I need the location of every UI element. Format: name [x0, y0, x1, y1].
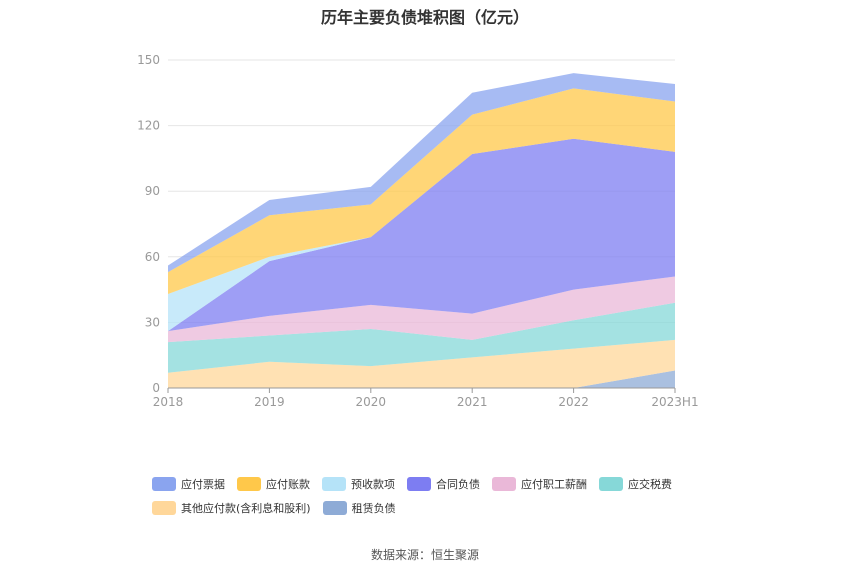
legend-item[interactable]: 租赁负债: [322, 500, 396, 516]
legend-swatch: [322, 477, 346, 491]
y-tick-label: 90: [145, 184, 160, 198]
legend-label: 合同负债: [436, 478, 480, 491]
y-tick-label: 60: [145, 250, 160, 264]
legend-item[interactable]: 应交税费: [599, 476, 672, 492]
area-series: [168, 73, 675, 273]
legend-item[interactable]: 预收款项: [322, 476, 395, 492]
area-series: [168, 138, 675, 332]
legend-item[interactable]: 应付职工薪酬: [492, 476, 587, 492]
legend-swatch: [407, 477, 431, 491]
legend-swatch: [152, 477, 176, 491]
area-series: [168, 370, 675, 388]
x-tick-label: 2018: [153, 395, 184, 409]
area-series: [168, 302, 675, 373]
chart-title: 历年主要负债堆积图（亿元）: [320, 8, 529, 27]
x-tick-label: 2019: [254, 395, 285, 409]
y-tick-label: 30: [145, 315, 160, 329]
legend-row-2: 其他应付款(含利息和股利) 租赁负债: [152, 496, 712, 520]
chart-legend: 应付票据 应付账款 预收款项 合同负债 应付职工薪酬 应交税费 其他应付款(含利…: [152, 472, 712, 520]
area-series: [168, 339, 675, 388]
x-tick-label: 2023H1: [651, 395, 698, 409]
x-tick-label: 2022: [558, 395, 589, 409]
legend-label: 其他应付款(含利息和股利): [181, 502, 311, 515]
legend-item[interactable]: 应付账款: [237, 476, 310, 492]
y-tick-label: 120: [137, 119, 160, 133]
x-tick-label: 2021: [457, 395, 488, 409]
legend-item[interactable]: 其他应付款(含利息和股利): [152, 500, 311, 516]
legend-item[interactable]: 合同负债: [407, 476, 480, 492]
legend-row-1: 应付票据 应付账款 预收款项 合同负债 应付职工薪酬 应交税费: [152, 472, 712, 496]
legend-swatch: [322, 501, 347, 515]
legend-label: 租赁负债: [351, 502, 396, 515]
legend-label: 应付票据: [181, 478, 225, 491]
y-tick-label: 0: [152, 381, 160, 395]
legend-label: 应付账款: [266, 478, 310, 491]
legend-item[interactable]: 应付票据: [152, 476, 225, 492]
legend-swatch: [492, 477, 516, 491]
x-tick-label: 2020: [356, 395, 387, 409]
legend-swatch: [599, 477, 623, 491]
legend-swatch: [152, 501, 176, 515]
legend-label: 预收款项: [351, 478, 395, 491]
legend-label: 应交税费: [628, 478, 672, 491]
area-series: [168, 88, 675, 294]
y-tick-label: 150: [137, 53, 160, 67]
legend-label: 应付职工薪酬: [521, 478, 587, 491]
data-source: 数据来源：恒生聚源: [370, 548, 479, 562]
legend-swatch: [237, 477, 261, 491]
